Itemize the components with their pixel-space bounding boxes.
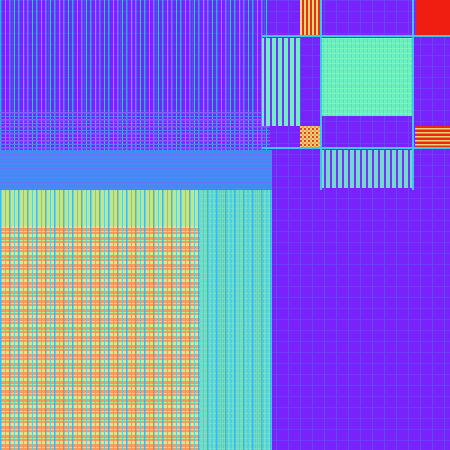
cyan-line <box>262 147 450 149</box>
cyan-line <box>262 35 450 37</box>
blue-band-lines <box>0 150 272 190</box>
aqua-block <box>322 38 412 116</box>
red-yellow-block <box>300 0 322 36</box>
cyan-line <box>320 0 322 190</box>
red-stripe-block <box>415 126 450 148</box>
lower-left-lines <box>0 190 272 450</box>
aqua-stripe-block <box>262 38 300 126</box>
red-block <box>415 0 450 36</box>
checker-block <box>300 126 322 148</box>
upper-band-lines <box>0 112 270 150</box>
aqua-lower-block <box>322 150 412 188</box>
cyan-line <box>412 0 414 190</box>
